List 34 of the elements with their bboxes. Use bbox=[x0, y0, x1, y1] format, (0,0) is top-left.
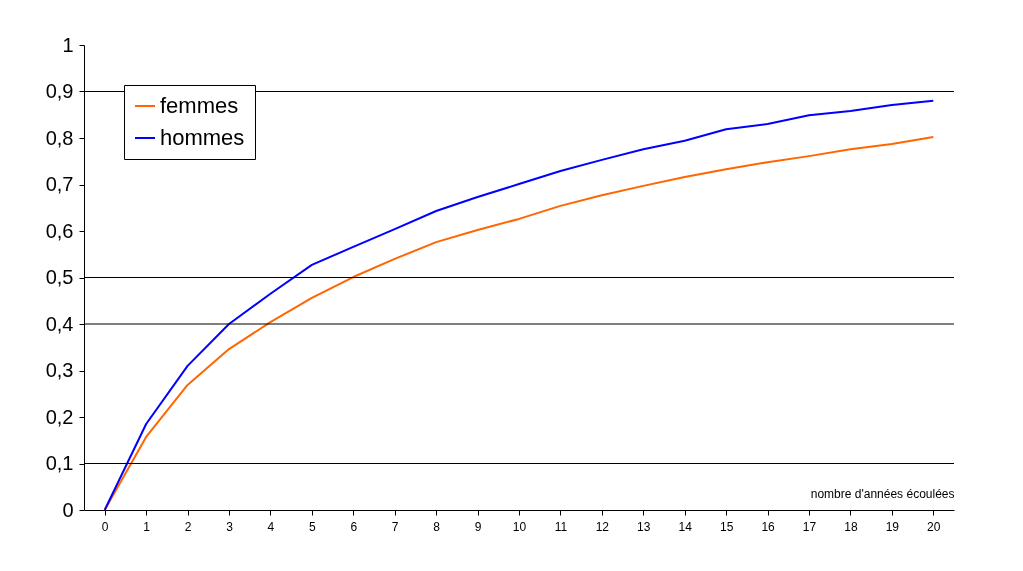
x-tick-label: 16 bbox=[761, 519, 776, 534]
x-tick-label: 0 bbox=[101, 519, 109, 534]
y-tick-label: 0,4 bbox=[45, 312, 74, 335]
x-tick-label: 3 bbox=[226, 519, 234, 534]
x-tick-label: 5 bbox=[309, 519, 317, 534]
legend-label: hommes bbox=[160, 125, 245, 150]
y-tick-label: 1 bbox=[62, 33, 74, 56]
y-tick-label: 0,5 bbox=[45, 266, 74, 288]
x-tick-label: 1 bbox=[143, 519, 151, 534]
x-tick-label: 7 bbox=[391, 519, 399, 534]
y-tick-label: 0,1 bbox=[45, 452, 74, 474]
x-tick-label: 10 bbox=[512, 519, 527, 534]
y-tick-label: 0,9 bbox=[45, 80, 74, 102]
x-tick-label: 8 bbox=[433, 519, 441, 534]
x-axis-title: nombre d'années écoulées bbox=[810, 486, 955, 501]
x-tick-label: 11 bbox=[554, 519, 568, 534]
x-tick-label: 4 bbox=[267, 519, 275, 534]
y-tick-label: 0,6 bbox=[45, 219, 74, 242]
x-tick-label: 14 bbox=[678, 519, 693, 534]
y-tick-label: 0,3 bbox=[45, 359, 74, 381]
x-tick-label: 15 bbox=[719, 519, 734, 534]
x-tick-label: 18 bbox=[844, 519, 858, 534]
x-tick-label: 19 bbox=[885, 519, 900, 534]
x-tick-label: 6 bbox=[350, 519, 358, 534]
y-tick-label: 0,7 bbox=[45, 173, 74, 195]
x-tick-label: 20 bbox=[927, 519, 941, 534]
x-tick-label: 17 bbox=[802, 519, 817, 534]
x-tick-label: 2 bbox=[184, 519, 192, 534]
y-tick-label: 0,2 bbox=[45, 405, 74, 428]
x-tick-label: 9 bbox=[474, 519, 482, 534]
x-tick-label: 12 bbox=[595, 519, 610, 534]
y-tick-label: 0,8 bbox=[45, 126, 74, 149]
legend-label: femmes bbox=[160, 93, 239, 118]
x-tick-label: 13 bbox=[637, 519, 651, 534]
